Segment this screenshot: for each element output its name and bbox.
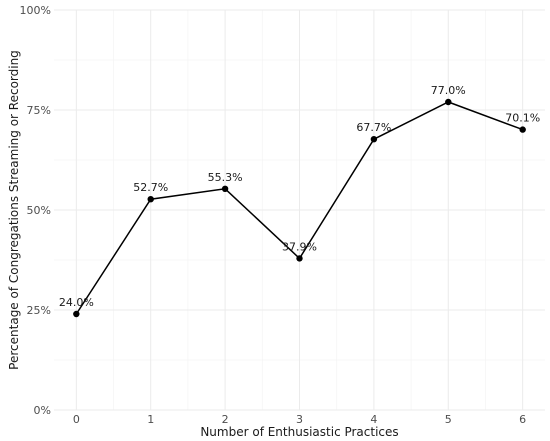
y-tick-label: 25% [27, 304, 51, 317]
tick-labels: 0 1 2 3 4 5 6 0% 25% 50% 75% 100% [20, 4, 527, 426]
data-point [221, 185, 229, 192]
data-label: 37.9% [282, 240, 317, 253]
data-point [370, 136, 378, 143]
data-point [519, 126, 526, 133]
x-tick-label: 6 [519, 413, 526, 426]
y-axis-title: Percentage of Congregations Streaming or… [7, 50, 21, 370]
data-label: 24.0% [59, 296, 94, 309]
x-tick-label: 2 [222, 413, 229, 426]
y-tick-label: 50% [27, 204, 51, 217]
data-label: 77.0% [431, 84, 466, 97]
data-point [445, 98, 452, 106]
data-point [147, 196, 154, 203]
y-tick-label: 75% [27, 104, 51, 117]
data-label: 67.7% [356, 121, 391, 134]
x-tick-label: 0 [73, 413, 80, 426]
data-labels: 24.0% 52.7% 55.3% 37.9% 67.7% 77.0% 70.1% [59, 84, 540, 309]
data-label: 55.3% [208, 171, 243, 184]
x-tick-label: 5 [445, 413, 452, 426]
data-label: 52.7% [133, 181, 168, 194]
x-tick-label: 3 [296, 413, 303, 426]
data-point [296, 255, 303, 262]
data-point [73, 310, 80, 318]
x-axis-title: Number of Enthusiastic Practices [200, 425, 398, 439]
series-line [73, 98, 526, 318]
data-label: 70.1% [505, 112, 540, 125]
x-tick-label: 1 [147, 413, 154, 426]
grid [54, 9, 545, 411]
y-tick-label: 0% [34, 404, 51, 417]
y-tick-label: 100% [20, 4, 51, 17]
x-tick-label: 4 [370, 413, 377, 426]
